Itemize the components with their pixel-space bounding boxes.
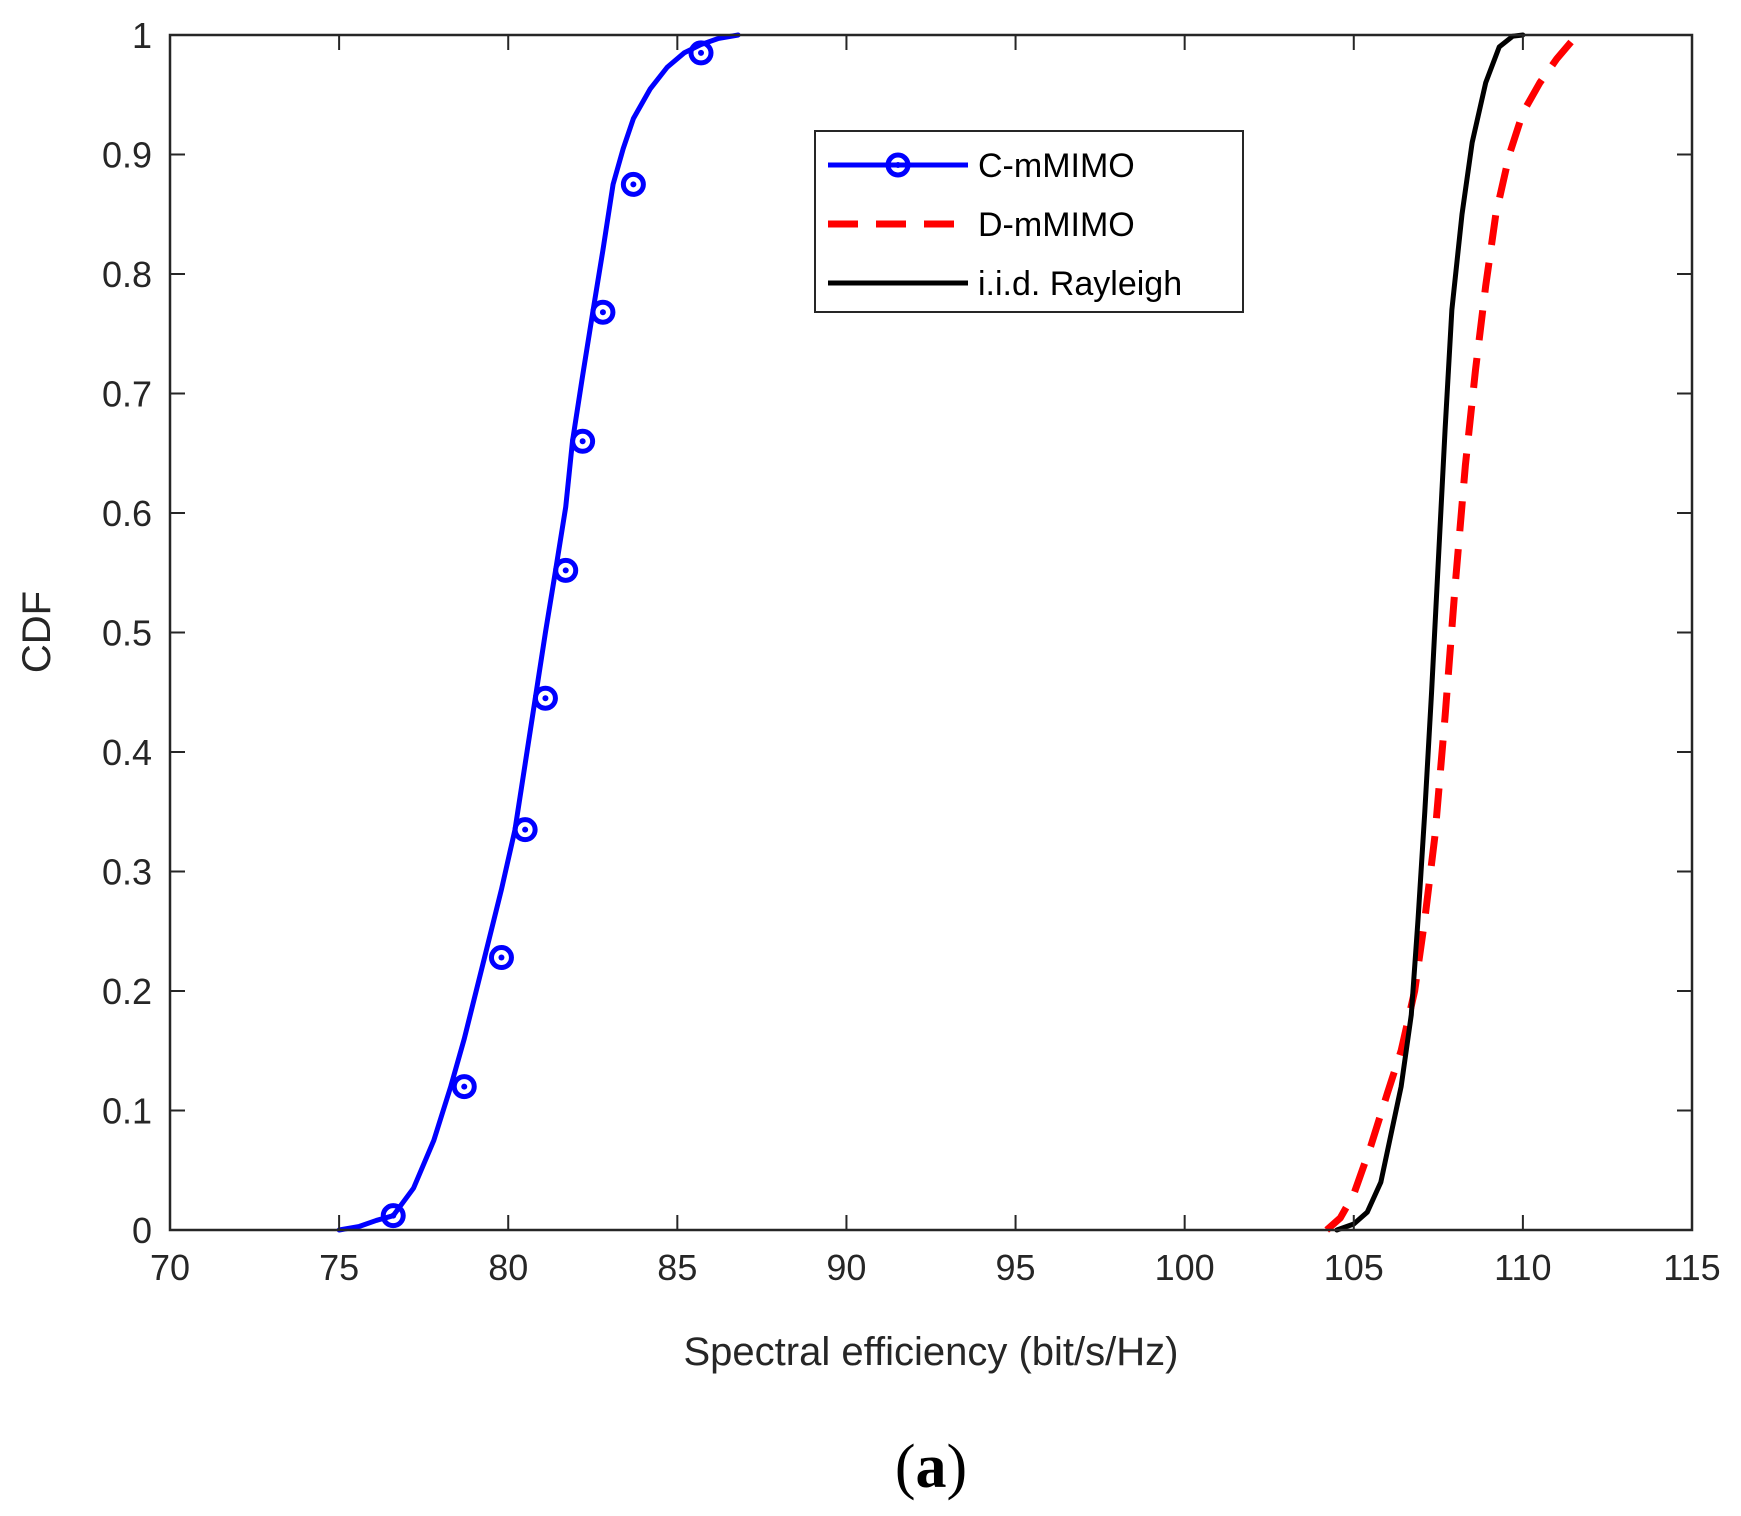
data-point-dot-c-mmimo xyxy=(562,567,569,574)
legend-label-c-mmimo: C-mMIMO xyxy=(978,147,1135,185)
data-point-dot-c-mmimo xyxy=(599,309,606,316)
series-line-d-mmimo xyxy=(1324,32,1580,1233)
data-point-c-mmimo xyxy=(590,299,616,325)
x-tick-label: 85 xyxy=(657,1247,697,1288)
legend-marker-c-mmimo xyxy=(885,152,911,178)
y-tick-label: 0.4 xyxy=(102,732,152,773)
x-tick-label: 80 xyxy=(488,1247,528,1288)
data-point-dot-c-mmimo xyxy=(542,695,549,702)
figure-caption: (a) xyxy=(895,1433,967,1501)
data-point-c-mmimo xyxy=(488,945,514,971)
y-tick-label: 0.3 xyxy=(102,852,152,893)
data-point-dot-c-mmimo xyxy=(390,1212,397,1219)
data-point-c-mmimo xyxy=(553,557,579,583)
tick-layer: 70 75 80 85 90 95 100 105 110 115 0 0.1 0.2 0.3 0.4 0.5… xyxy=(102,15,1721,1288)
y-tick-label: 1 xyxy=(132,15,152,56)
data-point-dot-c-mmimo xyxy=(522,826,529,833)
y-tick-label: 0.8 xyxy=(102,254,152,295)
x-tick-label: 110 xyxy=(1494,1247,1551,1288)
data-point-c-mmimo xyxy=(688,40,714,66)
y-tick-label: 0.2 xyxy=(102,971,152,1012)
data-point-dot-c-mmimo xyxy=(498,954,505,961)
data-point-dot-c-mmimo xyxy=(461,1083,468,1090)
y-axis-label: CDF xyxy=(15,591,59,673)
legend-marker-dot-c-mmimo xyxy=(895,162,901,168)
caption-open-paren: ( xyxy=(895,1433,916,1501)
y-tick-label: 0.6 xyxy=(102,493,152,534)
x-tick-label: 75 xyxy=(319,1247,359,1288)
series-layer xyxy=(336,32,1580,1233)
series-line-i-i-d-rayleigh xyxy=(1334,32,1526,1233)
data-point-c-mmimo xyxy=(532,685,558,711)
data-point-dot-c-mmimo xyxy=(579,438,586,445)
data-point-dot-c-mmimo xyxy=(630,181,637,188)
y-tick-label: 0.7 xyxy=(102,374,152,415)
data-point-c-mmimo xyxy=(620,171,646,197)
legend: C-mMIMO D-mMIMO i.i.d. Rayleigh xyxy=(814,130,1244,313)
y-tick-label: 0.5 xyxy=(102,613,152,654)
x-tick-label: 90 xyxy=(826,1247,866,1288)
y-tick-label: 0 xyxy=(132,1210,152,1251)
x-tick-label: 115 xyxy=(1663,1247,1720,1288)
x-tick-label: 70 xyxy=(150,1247,190,1288)
y-tick-label: 0.1 xyxy=(102,1091,152,1132)
data-point-c-mmimo xyxy=(380,1203,406,1229)
x-tick-label: 105 xyxy=(1324,1247,1384,1288)
x-axis-label: Spectral efficiency (bit/s/Hz) xyxy=(684,1330,1179,1374)
legend-label-d-mmimo: D-mMIMO xyxy=(978,206,1135,244)
caption-letter: a xyxy=(916,1433,947,1501)
x-tick-label: 100 xyxy=(1155,1247,1215,1288)
data-point-c-mmimo xyxy=(570,428,596,454)
data-point-c-mmimo xyxy=(512,817,538,843)
legend-label-rayleigh: i.i.d. Rayleigh xyxy=(978,265,1182,303)
caption-close-paren: ) xyxy=(947,1433,968,1501)
x-tick-label: 95 xyxy=(996,1247,1036,1288)
data-point-dot-c-mmimo xyxy=(698,49,705,56)
y-tick-label: 0.9 xyxy=(102,135,152,176)
data-point-c-mmimo xyxy=(451,1074,477,1100)
